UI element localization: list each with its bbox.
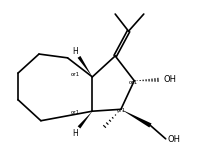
Text: OH: OH bbox=[163, 75, 176, 84]
Text: H: H bbox=[73, 129, 78, 138]
Text: or1: or1 bbox=[71, 72, 80, 76]
Polygon shape bbox=[78, 56, 92, 77]
Text: or1: or1 bbox=[71, 110, 80, 115]
Text: or1: or1 bbox=[117, 108, 126, 113]
Polygon shape bbox=[121, 109, 151, 128]
Text: OH: OH bbox=[168, 135, 181, 144]
Text: or1: or1 bbox=[129, 80, 138, 85]
Text: H: H bbox=[73, 47, 78, 56]
Polygon shape bbox=[78, 111, 92, 129]
